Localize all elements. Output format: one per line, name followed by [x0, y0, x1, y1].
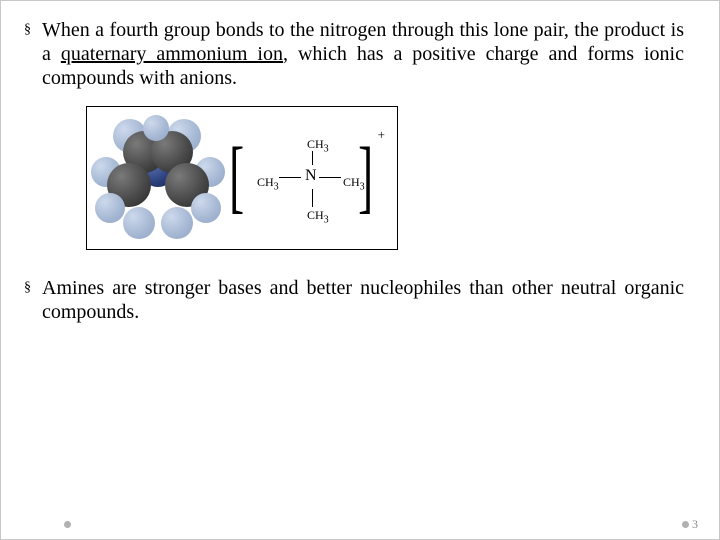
- slide-footer: 3: [0, 517, 720, 532]
- substituent-top: CH3: [307, 137, 329, 154]
- page-number: 3: [692, 517, 698, 532]
- text-underlined: quaternary ammonium ion: [61, 43, 283, 65]
- footer-page: 3: [682, 517, 698, 532]
- bracket-left: [: [229, 135, 244, 217]
- figure-box: [ ] + N CH3 CH3 CH3 CH3: [86, 106, 398, 250]
- nitrogen-label: N: [305, 167, 317, 185]
- bullet-item-2: § Amines are stronger bases and better n…: [22, 276, 684, 324]
- hydrogen-atom: [191, 193, 221, 223]
- bullet-marker: §: [24, 276, 34, 300]
- slide-content: § When a fourth group bonds to the nitro…: [0, 0, 720, 354]
- bond-line: [312, 189, 313, 207]
- figure-container: [ ] + N CH3 CH3 CH3 CH3: [86, 106, 684, 250]
- bond-line: [319, 177, 341, 178]
- footer-dot-icon: [682, 521, 689, 528]
- bond-line: [279, 177, 301, 178]
- charge-label: +: [378, 127, 385, 143]
- molecular-model-3d: [93, 113, 223, 243]
- bullet-item-1: § When a fourth group bonds to the nitro…: [22, 18, 684, 90]
- bond-line: [312, 151, 313, 165]
- hydrogen-atom: [161, 207, 193, 239]
- substituent-left: CH3: [257, 175, 279, 192]
- substituent-right: CH3: [343, 175, 365, 192]
- structural-formula: [ ] + N CH3 CH3 CH3 CH3: [229, 113, 387, 243]
- substituent-bottom: CH3: [307, 208, 329, 225]
- bullet-marker: §: [24, 18, 34, 42]
- hydrogen-atom: [143, 115, 169, 141]
- hydrogen-atom: [123, 207, 155, 239]
- footer-dot-icon: [64, 521, 71, 528]
- bullet-text-1: When a fourth group bonds to the nitroge…: [42, 18, 684, 90]
- hydrogen-atom: [95, 193, 125, 223]
- bullet-text-2: Amines are stronger bases and better nuc…: [42, 276, 684, 324]
